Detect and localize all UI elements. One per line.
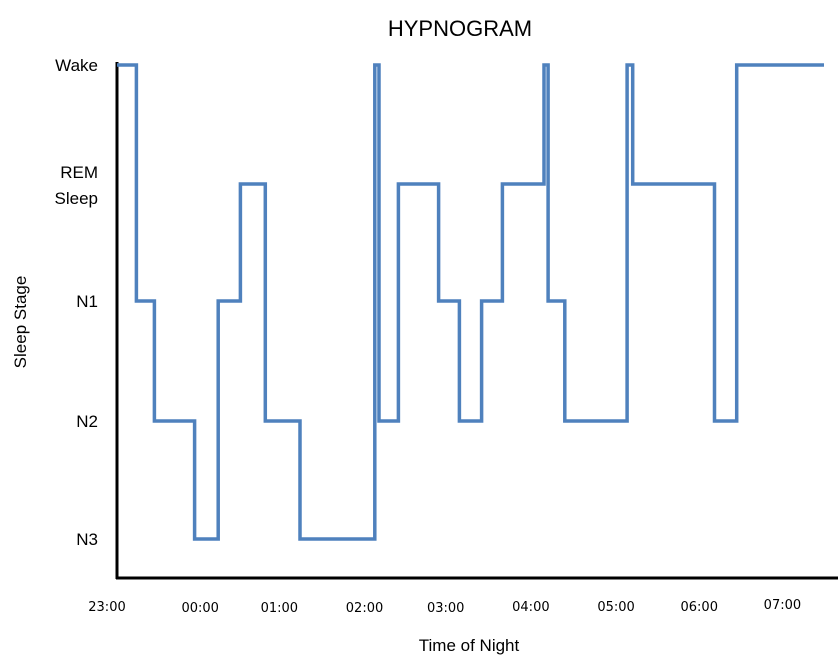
- y-tick-label: N2: [76, 412, 98, 431]
- x-tick-label: 04:00: [512, 600, 549, 615]
- y-tick-label: Wake: [55, 56, 98, 75]
- y-tick-line: N1: [76, 292, 98, 311]
- x-axis-title: Time of Night: [419, 636, 520, 655]
- y-tick-line: N2: [76, 412, 98, 431]
- x-tick-label: 00:00: [181, 601, 218, 616]
- y-tick-line: Sleep: [55, 189, 98, 208]
- x-tick-label: 03:00: [427, 601, 464, 616]
- series-line: [117, 63, 824, 541]
- x-tick-label: 06:00: [681, 600, 718, 615]
- y-tick-label: REM Sleep: [55, 163, 98, 208]
- x-tick-label: 02:00: [346, 601, 383, 616]
- y-tick-labels: Wake REM Sleep N1 N2 N3: [55, 56, 98, 549]
- x-tick-labels: 23:00 00:00 01:00 02:00 03:00 04:00 05:00 06:00…: [88, 598, 801, 616]
- y-tick-label: N3: [76, 530, 98, 549]
- series-layer: [117, 63, 824, 541]
- x-tick-label: 01:00: [261, 601, 298, 616]
- x-tick-label: 05:00: [597, 600, 634, 615]
- x-tick-label: 07:00: [764, 598, 801, 613]
- y-axis-title: Sleep Stage: [11, 276, 30, 369]
- y-tick-line: Wake: [55, 56, 98, 75]
- y-tick-line: N3: [76, 530, 98, 549]
- x-tick-label: 23:00: [88, 600, 125, 615]
- y-tick-label: N1: [76, 292, 98, 311]
- y-tick-line: REM: [60, 163, 98, 182]
- chart-title: HYPNOGRAM: [388, 16, 532, 41]
